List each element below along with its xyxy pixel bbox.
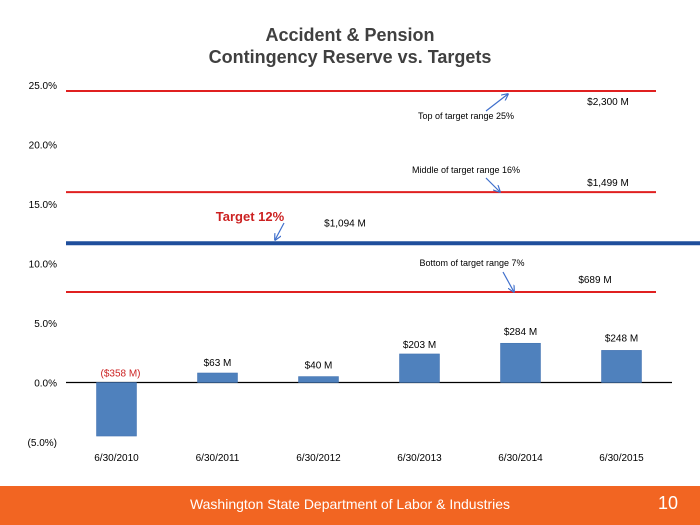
bar <box>500 342 541 383</box>
bar-data-label: $248 M <box>605 333 638 344</box>
annotation-arrow-icon <box>502 271 514 292</box>
y-tick-label: 15.0% <box>29 200 57 211</box>
annotation-arrow-icon <box>485 177 500 192</box>
y-tick-label: 5.0% <box>34 319 57 330</box>
annotation-arrow-icon <box>485 94 508 112</box>
reference-amount-label: $1,094 M <box>324 218 366 229</box>
reference-amount-label: $689 M <box>578 275 611 286</box>
x-tick-label: 6/30/2013 <box>397 453 442 464</box>
chart-title-line-1: Accident & Pension <box>265 25 435 45</box>
reference-note: Target 12% <box>216 209 285 224</box>
bar-data-label: $203 M <box>403 340 436 351</box>
x-tick-label: 6/30/2014 <box>498 453 543 464</box>
footer-text: Washington State Department of Labor & I… <box>189 496 511 512</box>
reference-note: Middle of target range 16% <box>412 165 520 175</box>
bar <box>298 376 339 383</box>
reference-note: Top of target range 25% <box>418 111 514 121</box>
chart-title-line-2: Contingency Reserve vs. Targets <box>208 47 492 67</box>
footer-bar: Washington State Department of Labor & I… <box>0 486 700 525</box>
annotation-arrow-icon <box>275 222 285 240</box>
y-tick-label: 20.0% <box>29 141 57 152</box>
reference-amount-label: $2,300 M <box>587 97 629 108</box>
page-number: 10 <box>657 493 678 513</box>
bar <box>96 382 137 437</box>
y-tick-label: 25.0% <box>29 81 57 92</box>
reference-note: Bottom of target range 7% <box>419 258 524 268</box>
bar-data-label: $40 M <box>305 361 333 372</box>
y-tick-label: (5.0%) <box>28 438 57 449</box>
chart: (5.0%) 0.0% 5.0% 10.0% 15.0% 20.0% 25.0% 6/30/2… <box>28 81 700 464</box>
y-tick-label: 0.0% <box>34 379 57 390</box>
x-tick-label: 6/30/2012 <box>296 453 341 464</box>
reference-amount-label: $1,499 M <box>587 178 629 189</box>
x-tick-label: 6/30/2011 <box>196 453 240 464</box>
bar <box>399 353 440 383</box>
x-tick-label: 6/30/2010 <box>94 453 139 464</box>
chart-title: Accident & Pension Contingency Reserve v… <box>0 24 700 68</box>
bar <box>601 350 642 383</box>
bar-data-label: $63 M <box>204 358 232 369</box>
x-tick-label: 6/30/2015 <box>599 453 644 464</box>
bar-data-label: ($358 M) <box>100 369 140 380</box>
bar <box>197 372 238 383</box>
y-tick-label: 10.0% <box>29 260 57 271</box>
bar-data-label: $284 M <box>504 327 537 338</box>
